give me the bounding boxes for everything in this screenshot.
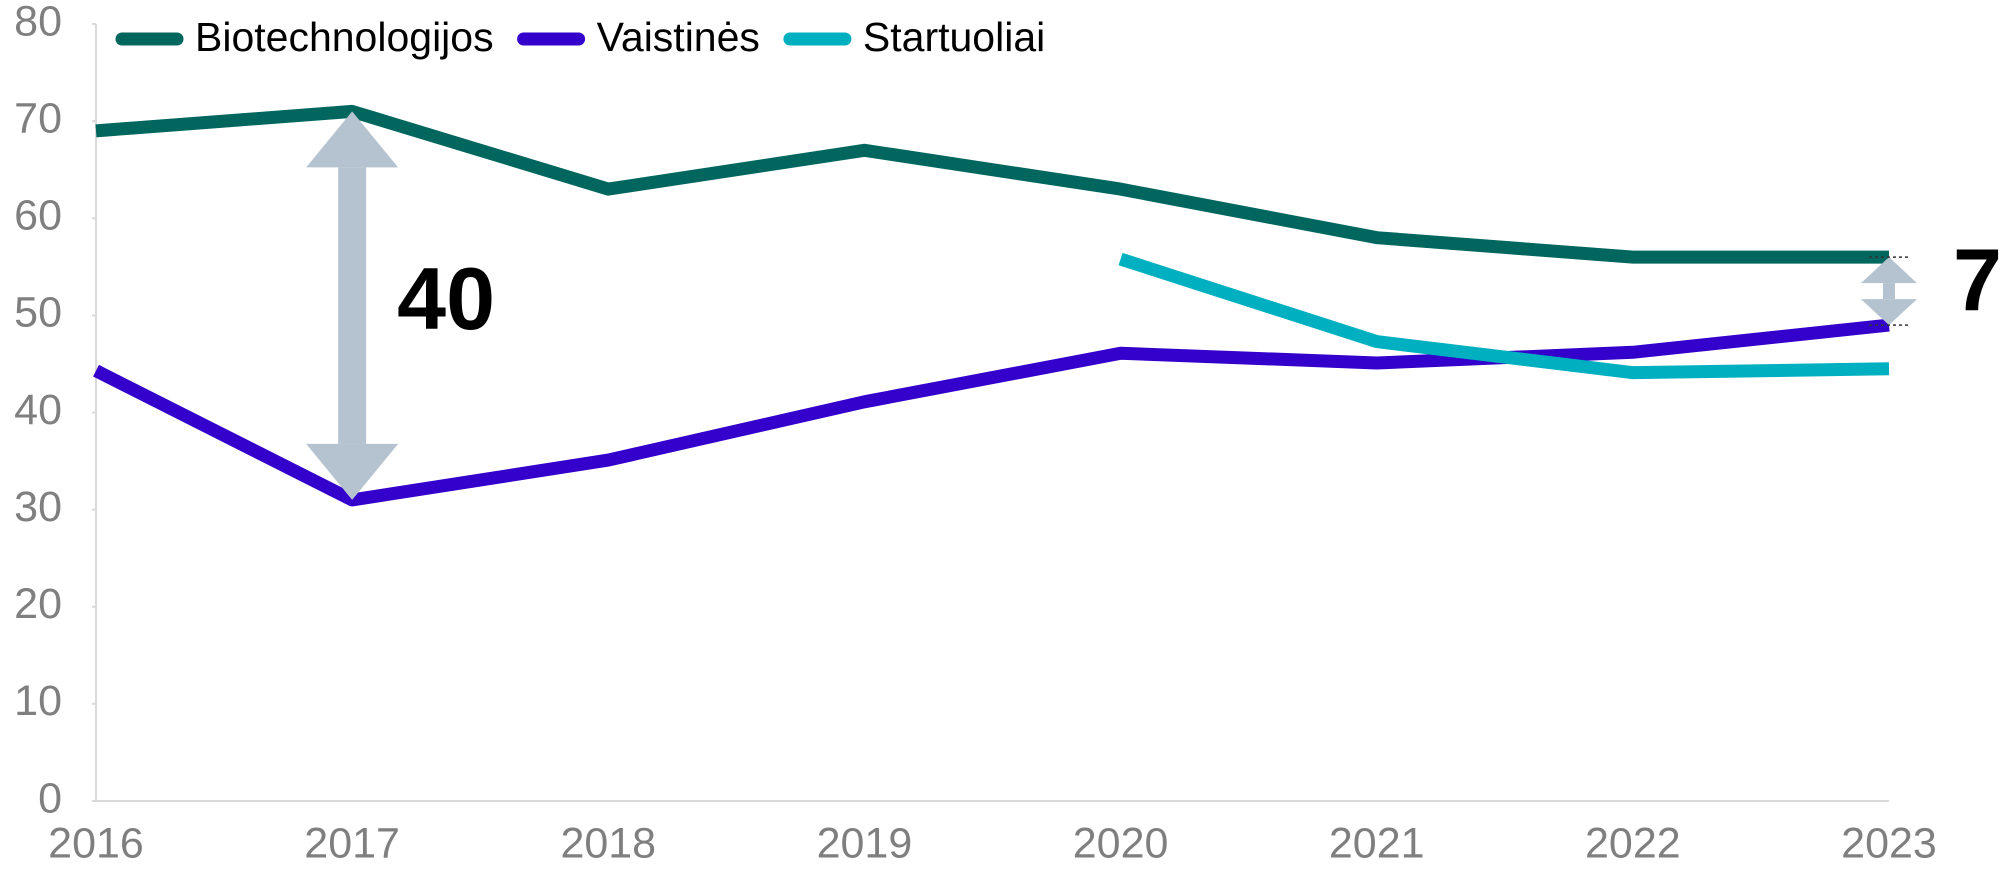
y-tick-label: 50 <box>14 289 62 337</box>
y-tick-label: 40 <box>14 386 62 434</box>
legend-label: Biotechnologijos <box>195 14 494 60</box>
series-line <box>1118 252 1890 380</box>
series-line <box>93 318 1890 507</box>
x-tick-label: 2021 <box>1329 819 1425 867</box>
y-tick-label: 10 <box>14 677 62 725</box>
annotation-text: 40 <box>397 249 495 348</box>
annotation-text: 7 <box>1953 230 2000 329</box>
y-tick-label: 0 <box>38 774 62 822</box>
x-tick-label: 2016 <box>48 819 144 867</box>
x-tick-label: 2023 <box>1841 819 1937 867</box>
annotation-arrow-shaft <box>338 167 367 444</box>
annotation-arrow-head <box>1861 299 1917 326</box>
series-line <box>95 104 1889 264</box>
y-tick-label: 80 <box>14 0 62 45</box>
x-tick-label: 2020 <box>1073 819 1169 867</box>
x-tick-label: 2019 <box>817 819 913 867</box>
annotation-arrow-head <box>1861 257 1917 284</box>
x-tick-label: 2017 <box>304 819 400 867</box>
y-tick-label: 70 <box>14 94 62 142</box>
y-tick-label: 30 <box>14 483 62 531</box>
annotation-arrow-head <box>306 443 399 500</box>
annotation-arrow-head <box>306 111 399 168</box>
y-tick-label: 20 <box>14 580 62 628</box>
y-tick-label: 60 <box>14 192 62 240</box>
x-tick-label: 2018 <box>560 819 656 867</box>
x-tick-label: 2022 <box>1585 819 1681 867</box>
legend-label: Startuoliai <box>863 14 1045 60</box>
legend-label: Vaistinės <box>597 14 760 60</box>
annotation-arrow-shaft <box>1883 283 1895 300</box>
